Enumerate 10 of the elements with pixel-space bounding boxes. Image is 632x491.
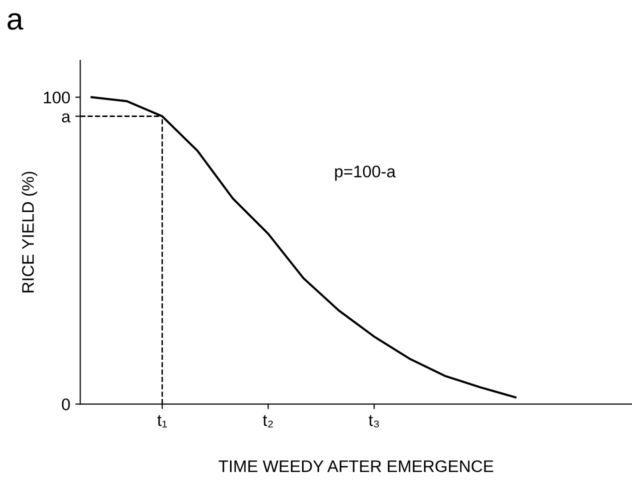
annotation: p=100-a [335,166,396,181]
y-tick-label: a [62,113,71,122]
x-tick-label: t₁ [157,415,167,428]
y-axis-title: RICE YIELD (%) [22,172,38,292]
y-tick-label: 0 [62,398,70,410]
chart-title: a [8,13,24,30]
x-tick-label: t₂ [262,415,273,428]
y-tick-label: 100 [44,92,70,104]
x-tick-label: t₃ [368,415,379,428]
x-axis-title: TIME WEEDY AFTER EMERGENCE [218,460,494,472]
